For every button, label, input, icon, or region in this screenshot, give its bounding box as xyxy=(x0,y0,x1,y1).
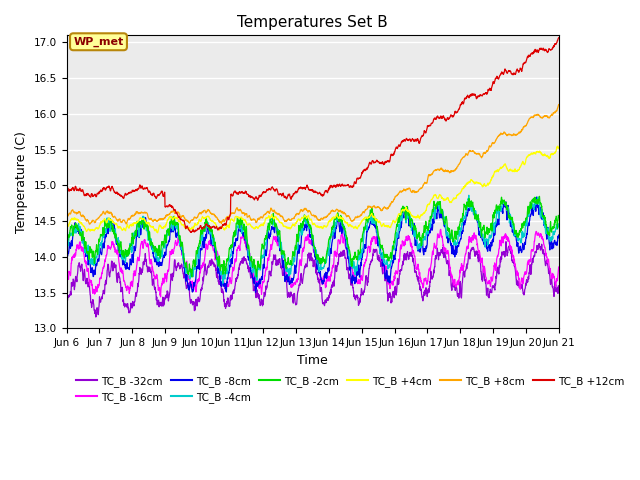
TC_B -4cm xyxy=(541,225,548,230)
TC_B +12cm xyxy=(88,192,95,197)
Y-axis label: Temperature (C): Temperature (C) xyxy=(15,131,28,233)
TC_B -32cm xyxy=(92,314,100,320)
TC_B +8cm xyxy=(63,212,70,217)
TC_B -2cm xyxy=(541,216,548,222)
Text: WP_met: WP_met xyxy=(74,36,124,47)
TC_B -4cm xyxy=(302,221,310,227)
TC_B +4cm xyxy=(555,145,563,151)
TC_B -2cm xyxy=(289,250,297,255)
TC_B +8cm xyxy=(541,113,548,119)
TC_B -8cm xyxy=(541,221,548,227)
TC_B -32cm xyxy=(302,262,310,267)
Title: Temperatures Set B: Temperatures Set B xyxy=(237,15,388,30)
TC_B +4cm xyxy=(289,222,297,228)
TC_B -4cm xyxy=(451,241,458,247)
TC_B -8cm xyxy=(451,249,458,254)
TC_B -16cm xyxy=(541,244,548,250)
Line: TC_B -2cm: TC_B -2cm xyxy=(67,196,559,277)
TC_B +4cm xyxy=(554,143,561,149)
TC_B +4cm xyxy=(154,230,161,236)
TC_B +4cm xyxy=(63,221,70,227)
TC_B +12cm xyxy=(188,229,195,235)
TC_B -4cm xyxy=(465,192,473,198)
TC_B +12cm xyxy=(63,188,70,193)
TC_B -32cm xyxy=(541,258,548,264)
TC_B -16cm xyxy=(88,280,95,286)
TC_B -8cm xyxy=(533,194,541,200)
Line: TC_B -8cm: TC_B -8cm xyxy=(67,197,559,292)
TC_B -4cm xyxy=(63,241,70,247)
TC_B -16cm xyxy=(541,244,548,250)
TC_B -2cm xyxy=(451,235,458,240)
Line: TC_B +4cm: TC_B +4cm xyxy=(67,146,559,233)
TC_B -32cm xyxy=(555,287,563,293)
Line: TC_B +8cm: TC_B +8cm xyxy=(67,105,559,224)
TC_B -8cm xyxy=(63,256,70,262)
TC_B +8cm xyxy=(302,205,310,211)
TC_B -32cm xyxy=(502,239,510,244)
TC_B -8cm xyxy=(88,266,95,272)
TC_B +12cm xyxy=(555,35,563,41)
TC_B -4cm xyxy=(219,280,227,286)
TC_B +12cm xyxy=(541,48,548,53)
TC_B +8cm xyxy=(555,102,563,108)
TC_B +12cm xyxy=(302,184,310,190)
TC_B +8cm xyxy=(541,113,548,119)
TC_B -8cm xyxy=(289,277,297,283)
TC_B -4cm xyxy=(88,257,95,263)
TC_B -2cm xyxy=(536,193,543,199)
TC_B -16cm xyxy=(437,227,445,232)
Line: TC_B -32cm: TC_B -32cm xyxy=(67,241,559,317)
TC_B -32cm xyxy=(451,284,458,289)
TC_B -16cm xyxy=(555,264,563,270)
TC_B +4cm xyxy=(451,196,458,202)
TC_B -16cm xyxy=(289,281,297,287)
TC_B -8cm xyxy=(302,222,310,228)
TC_B -32cm xyxy=(541,256,548,262)
TC_B +8cm xyxy=(451,167,458,173)
TC_B +4cm xyxy=(88,228,95,233)
TC_B -2cm xyxy=(63,245,70,251)
TC_B -16cm xyxy=(302,238,310,243)
TC_B -4cm xyxy=(555,221,563,227)
TC_B -2cm xyxy=(555,214,563,220)
TC_B -2cm xyxy=(188,274,196,280)
TC_B -8cm xyxy=(555,232,563,238)
TC_B +4cm xyxy=(541,151,548,157)
TC_B +4cm xyxy=(302,214,310,220)
TC_B -4cm xyxy=(289,262,297,267)
TC_B +8cm xyxy=(289,216,297,221)
TC_B +8cm xyxy=(86,221,93,227)
TC_B -4cm xyxy=(541,221,548,227)
TC_B -32cm xyxy=(88,304,95,310)
TC_B +12cm xyxy=(289,193,297,199)
TC_B +4cm xyxy=(541,152,548,158)
TC_B -8cm xyxy=(252,289,259,295)
X-axis label: Time: Time xyxy=(297,354,328,367)
TC_B +12cm xyxy=(451,111,458,117)
TC_B +8cm xyxy=(88,219,96,225)
TC_B -8cm xyxy=(541,223,548,228)
TC_B -16cm xyxy=(451,277,458,283)
Legend: TC_B -32cm, TC_B -16cm, TC_B -8cm, TC_B -4cm, TC_B -2cm, TC_B +4cm, TC_B +8cm, T: TC_B -32cm, TC_B -16cm, TC_B -8cm, TC_B … xyxy=(72,372,629,407)
TC_B -16cm xyxy=(63,277,70,283)
TC_B -2cm xyxy=(541,215,548,220)
TC_B -2cm xyxy=(88,246,95,252)
TC_B -2cm xyxy=(302,214,310,219)
TC_B +12cm xyxy=(541,48,548,54)
Line: TC_B -4cm: TC_B -4cm xyxy=(67,195,559,283)
TC_B -32cm xyxy=(289,298,297,304)
TC_B -16cm xyxy=(157,294,164,300)
TC_B -32cm xyxy=(63,304,70,310)
Line: TC_B +12cm: TC_B +12cm xyxy=(67,38,559,232)
Line: TC_B -16cm: TC_B -16cm xyxy=(67,229,559,297)
